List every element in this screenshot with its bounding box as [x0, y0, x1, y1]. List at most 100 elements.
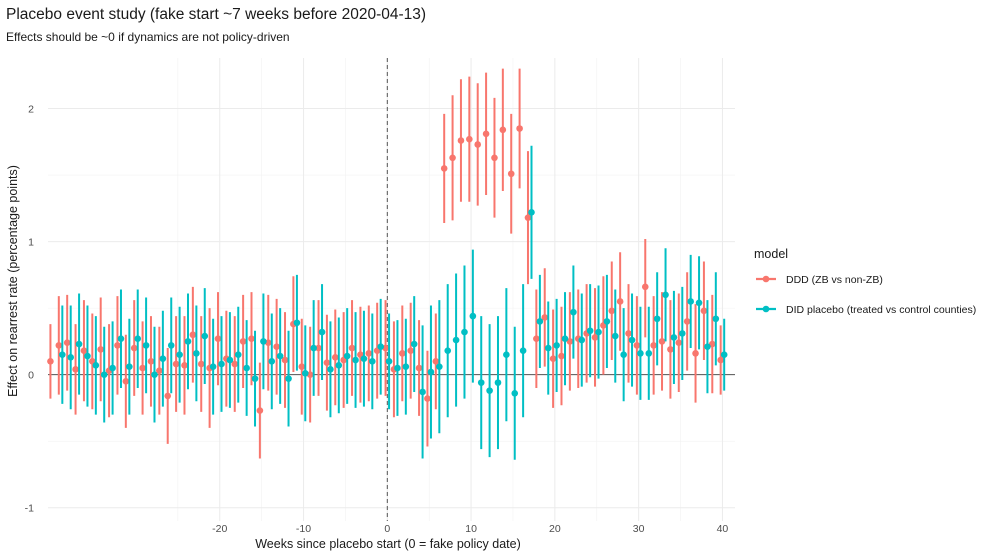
- point-estimate: [399, 350, 406, 357]
- point-estimate: [100, 371, 108, 378]
- legend-key-point: [762, 275, 770, 283]
- point-estimate: [603, 318, 611, 325]
- point-estimate: [628, 336, 636, 344]
- point-estimate: [499, 126, 507, 134]
- point-estimate: [231, 360, 239, 368]
- point-estimate: [466, 135, 473, 143]
- point-estimate: [653, 315, 661, 323]
- point-estimate: [63, 339, 71, 347]
- point-estimate: [248, 335, 255, 343]
- legend: model DDD (ZB vs non-ZB) DID placebo (tre…: [754, 247, 976, 316]
- point-estimate: [591, 334, 599, 341]
- point-estimate: [683, 318, 691, 325]
- point-estimate: [419, 388, 426, 396]
- point-estimate: [511, 389, 519, 397]
- point-estimate: [625, 330, 632, 337]
- point-estimate: [524, 214, 532, 221]
- point-estimate: [491, 154, 498, 162]
- point-estimate: [586, 327, 594, 335]
- point-estimate: [427, 368, 435, 376]
- point-estimate: [134, 335, 142, 343]
- point-estimate: [620, 351, 627, 358]
- point-estimate: [159, 355, 167, 362]
- chart-subtitle: Effects should be ~0 if dynamics are not…: [6, 30, 290, 44]
- point-estimate: [440, 165, 448, 172]
- point-estimate: [256, 407, 264, 414]
- point-estimate: [477, 379, 485, 386]
- y-axis-title: Effect on rearrest rate (percentage poin…: [6, 165, 20, 397]
- point-estimate: [352, 356, 359, 364]
- point-estimate: [687, 298, 694, 305]
- y-tick-label: -1: [25, 503, 34, 515]
- series-ddd: [47, 68, 724, 459]
- point-estimate: [700, 307, 708, 315]
- point-estimate: [55, 342, 63, 349]
- point-estimate: [298, 363, 306, 370]
- chart-title: Placebo event study (fake start ~7 weeks…: [6, 6, 427, 23]
- legend-title: model: [754, 247, 788, 261]
- point-estimate: [402, 363, 410, 370]
- point-estimate: [474, 141, 482, 148]
- point-estimate: [708, 340, 716, 348]
- point-estimate: [310, 344, 317, 352]
- point-estimate: [122, 378, 130, 385]
- y-tick-label: 0: [28, 370, 34, 382]
- x-tick-label: -10: [296, 523, 311, 535]
- point-estimate: [692, 350, 699, 357]
- legend-label: DDD (ZB vs non-ZB): [786, 274, 883, 286]
- point-estimate: [167, 342, 175, 349]
- point-estimate: [494, 379, 502, 386]
- point-estimate: [239, 338, 247, 345]
- point-estimate: [452, 336, 460, 344]
- point-estimate: [516, 125, 523, 132]
- point-estimate: [611, 332, 619, 340]
- x-tick-label: 10: [465, 523, 477, 535]
- point-estimate: [667, 346, 674, 353]
- point-estimate: [469, 312, 477, 320]
- point-estimate: [641, 283, 649, 291]
- point-estimate: [461, 328, 468, 336]
- point-estimate: [670, 334, 678, 341]
- point-estimate: [273, 343, 280, 351]
- point-estimate: [616, 298, 624, 305]
- point-estimate: [193, 350, 200, 357]
- point-estimate: [566, 338, 574, 345]
- point-estimate: [281, 356, 289, 364]
- x-tick-label: 40: [717, 523, 729, 535]
- point-estimate: [704, 343, 711, 351]
- point-estimate: [189, 331, 197, 339]
- point-estimate: [570, 308, 577, 316]
- point-estimate: [650, 342, 657, 349]
- point-estimate: [335, 362, 343, 369]
- point-estimate: [541, 314, 549, 321]
- point-estimate: [59, 351, 66, 358]
- point-estimate: [444, 347, 452, 355]
- point-estimate: [561, 335, 569, 343]
- point-estimate: [449, 154, 456, 162]
- point-estimate: [126, 363, 133, 370]
- legend-key-point: [762, 305, 770, 313]
- point-estimate: [717, 356, 724, 364]
- point-estimate: [260, 338, 267, 345]
- point-estimate: [712, 315, 720, 323]
- point-estimate: [218, 360, 225, 368]
- point-estimate: [343, 352, 351, 360]
- x-tick-label: 30: [633, 523, 645, 535]
- point-estimate: [507, 170, 515, 178]
- minor-gridlines: [48, 58, 735, 521]
- point-estimate: [436, 363, 443, 370]
- point-estimate: [410, 340, 418, 348]
- point-estimate: [323, 359, 331, 366]
- point-estimate: [315, 344, 322, 352]
- y-tick-label: 1: [28, 237, 34, 249]
- point-estimate: [201, 332, 209, 340]
- point-estimate: [528, 209, 535, 216]
- point-estimate: [432, 358, 440, 365]
- point-estimate: [214, 335, 222, 343]
- point-estimate: [503, 351, 510, 358]
- point-estimate: [331, 354, 339, 361]
- point-estimate: [130, 344, 138, 352]
- point-estimate: [695, 299, 703, 307]
- point-estimate: [377, 343, 384, 351]
